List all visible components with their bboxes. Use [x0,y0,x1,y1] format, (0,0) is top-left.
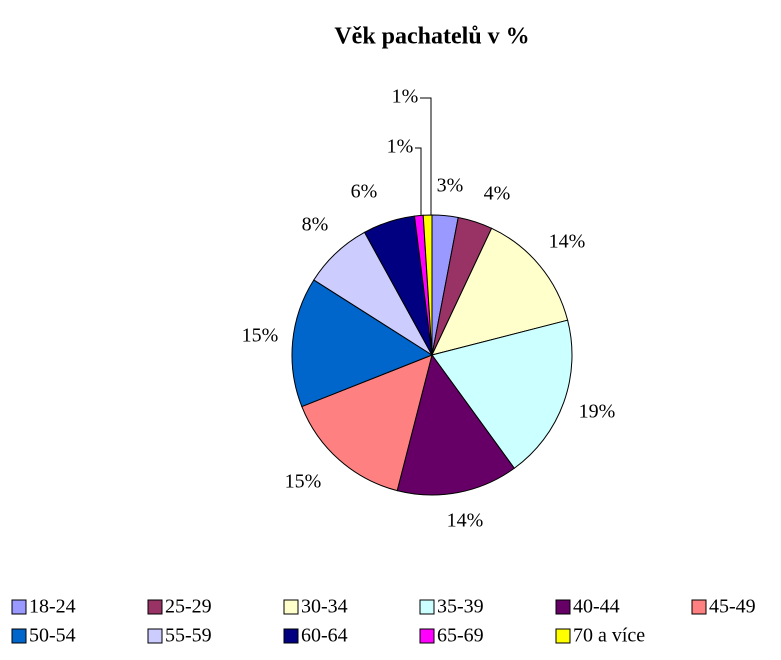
pie-slice [291,279,434,408]
legend-swatch [419,599,435,615]
pie-slice [431,227,569,356]
data-label: 15% [242,325,279,347]
pie-slice [431,319,573,469]
legend-label: 35-39 [437,596,484,618]
data-label: 8% [302,214,329,236]
legend-label: 70 a více [573,625,645,647]
pie-slice [396,353,515,496]
legend-swatch [11,599,27,615]
data-label: 3% [437,175,464,197]
data-label: 19% [579,401,616,423]
legend-swatch [419,628,435,644]
legend-swatch [147,628,163,644]
legend-swatch [691,599,707,615]
leader-line [415,147,422,215]
pie-slice [422,214,433,356]
data-label: 15% [285,471,322,493]
data-label: 1% [387,136,414,158]
legend-swatch [283,628,299,644]
chart-title: Věk pachatelů v % [334,24,529,50]
legend-swatch [283,599,299,615]
data-label: 14% [549,231,586,253]
legend-label: 25-29 [165,596,212,618]
legend-swatch [11,628,27,644]
data-label: 4% [484,183,511,205]
pie-slice [301,354,433,492]
legend-label: 40-44 [573,596,620,618]
legend-swatch [555,628,571,644]
legend-label: 50-54 [29,625,76,647]
legend-label: 55-59 [165,625,212,647]
legend-swatch [147,599,163,615]
legend-label: 30-34 [301,596,348,618]
leader-line [420,97,432,215]
legend-label: 65-69 [437,625,484,647]
data-label: 14% [447,510,484,532]
data-label: 1% [392,86,419,108]
data-label: 6% [351,181,378,203]
legend-label: 60-64 [301,625,348,647]
legend-swatch [555,599,571,615]
legend-label: 18-24 [29,596,76,618]
legend-label: 45-49 [709,596,756,618]
